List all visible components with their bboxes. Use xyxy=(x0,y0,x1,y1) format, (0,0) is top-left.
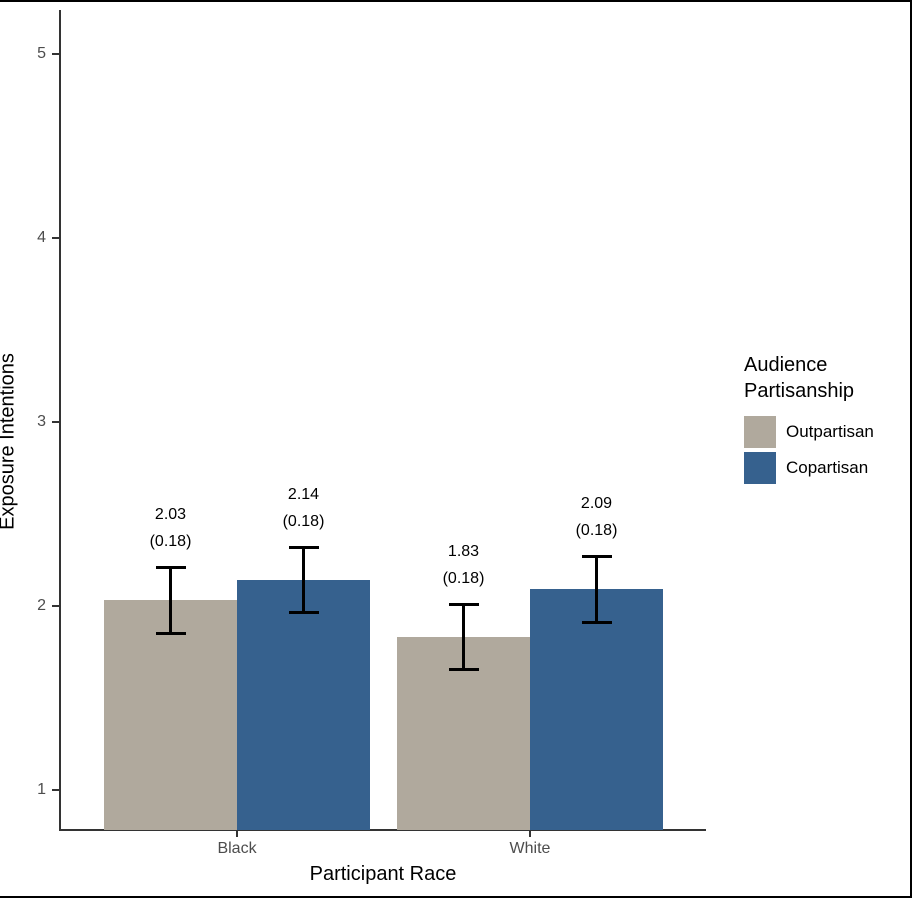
legend: Audience Partisanship Outpartisan Coparti… xyxy=(744,352,904,488)
x-tick-mark xyxy=(529,830,531,837)
legend-swatch-copartisan xyxy=(744,452,776,484)
error-bar-cap-bottom-black-copartisan xyxy=(288,611,319,615)
error-bar-line-white-outpartisan xyxy=(462,604,465,671)
y-tick-label: 5 xyxy=(37,45,46,62)
y-tick-label: 4 xyxy=(37,229,46,246)
x-tick-mark xyxy=(236,830,238,837)
x-axis-line xyxy=(59,829,706,831)
error-bar-cap-top-black-copartisan xyxy=(288,546,319,550)
y-tick-mark xyxy=(52,421,60,423)
legend-title-line-1: Audience xyxy=(744,354,828,376)
legend-item-copartisan: Copartisan xyxy=(744,452,904,484)
y-tick-mark xyxy=(52,53,60,55)
error-bar-line-white-copartisan xyxy=(595,556,598,623)
error-bar-cap-bottom-white-copartisan xyxy=(581,620,612,624)
error-bar-line-black-outpartisan xyxy=(169,567,172,634)
legend-item-outpartisan: Outpartisan xyxy=(744,416,904,448)
legend-title-line-2: Partisanship xyxy=(744,380,855,402)
figure-border-right xyxy=(910,0,912,898)
y-axis-title: Exposure Intentions xyxy=(0,353,19,530)
x-tick-label-black: Black xyxy=(217,840,257,857)
y-tick-mark xyxy=(52,605,60,607)
value-label-white-copartisan: 2.09 (0.18) xyxy=(575,495,618,540)
bar-black-outpartisan xyxy=(104,600,237,830)
error-bar-cap-top-white-outpartisan xyxy=(448,603,479,607)
bar-black-copartisan xyxy=(237,580,370,830)
error-bar-cap-top-black-outpartisan xyxy=(155,566,186,570)
y-axis-line xyxy=(59,10,61,831)
figure-border-top xyxy=(0,0,912,2)
legend-label-outpartisan: Outpartisan xyxy=(786,422,874,441)
legend-items: Outpartisan Copartisan xyxy=(744,416,904,484)
y-tick-label: 3 xyxy=(37,413,46,430)
figure-border-bottom xyxy=(0,896,912,898)
y-tick-mark xyxy=(52,789,60,791)
y-tick-label: 1 xyxy=(37,781,46,798)
x-tick-label-white: White xyxy=(509,840,551,857)
bar-white-copartisan xyxy=(530,589,663,830)
legend-swatch-outpartisan xyxy=(744,416,776,448)
legend-label-copartisan: Copartisan xyxy=(786,458,869,477)
value-label-white-outpartisan: 1.83 (0.18) xyxy=(442,543,485,588)
y-tick-label: 2 xyxy=(37,597,46,614)
error-bar-cap-top-white-copartisan xyxy=(581,555,612,559)
error-bar-line-black-copartisan xyxy=(302,547,305,614)
value-label-black-copartisan: 2.14 (0.18) xyxy=(282,486,325,531)
y-tick-mark xyxy=(52,237,60,239)
x-axis-title: Participant Race xyxy=(309,863,457,885)
error-bar-cap-bottom-white-outpartisan xyxy=(448,668,479,672)
legend-title: Audience Partisanship xyxy=(744,352,904,404)
value-label-black-outpartisan: 2.03 (0.18) xyxy=(149,506,192,551)
error-bar-cap-bottom-black-outpartisan xyxy=(155,631,186,635)
